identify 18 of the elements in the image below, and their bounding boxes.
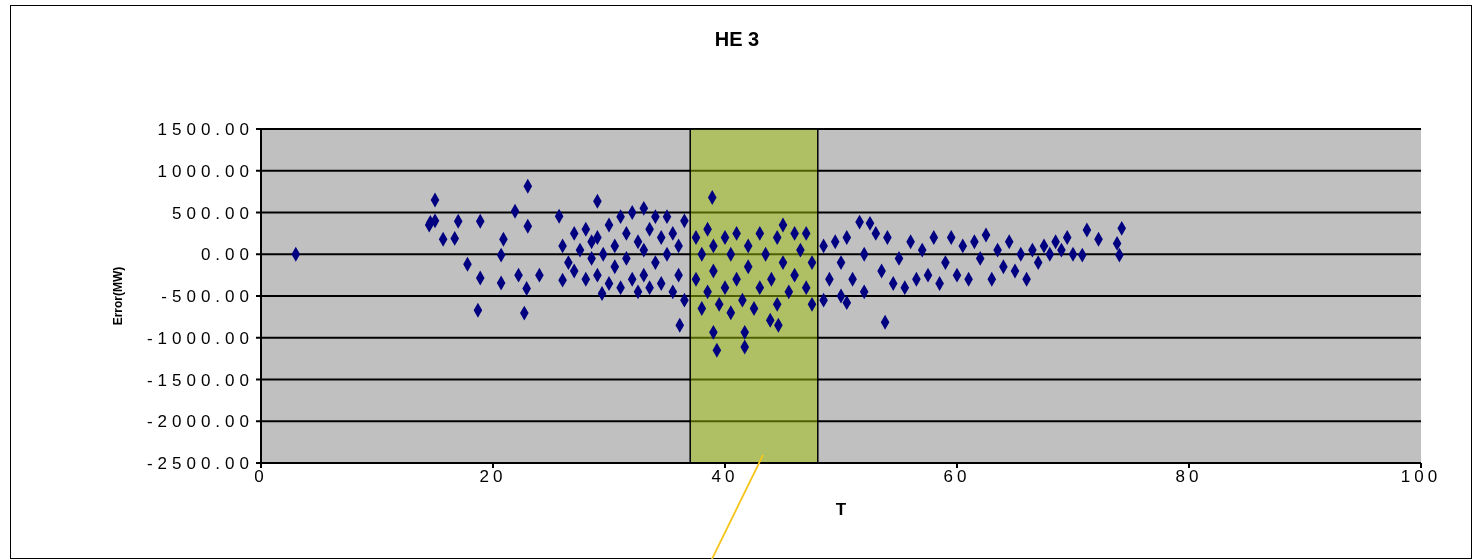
x-tick-label: 60 — [943, 467, 971, 487]
x-tick-label: 40 — [711, 467, 739, 487]
x-tick-label: 80 — [1175, 467, 1203, 487]
y-tick-label: -2500.00 — [146, 454, 254, 474]
y-tick-label: -2000.00 — [146, 412, 254, 432]
x-axis-title: T — [835, 500, 847, 519]
x-tick-label: 20 — [479, 467, 507, 487]
x-tick-label: 0 — [254, 467, 268, 487]
y-tick-label: 500.00 — [172, 203, 254, 223]
y-tick-label: 1000.00 — [157, 161, 254, 181]
chart-title: HE 3 — [713, 28, 761, 51]
y-tick-label: -1500.00 — [146, 370, 254, 390]
x-tick-label: 100 — [1400, 467, 1442, 487]
y-tick-label: 0.00 — [200, 245, 254, 265]
y-tick-label: -500.00 — [161, 287, 254, 307]
y-axis-title: Error(MW) — [111, 266, 126, 326]
y-tick-label: 1500.00 — [157, 120, 254, 140]
y-tick-label: -1000.00 — [146, 328, 254, 348]
